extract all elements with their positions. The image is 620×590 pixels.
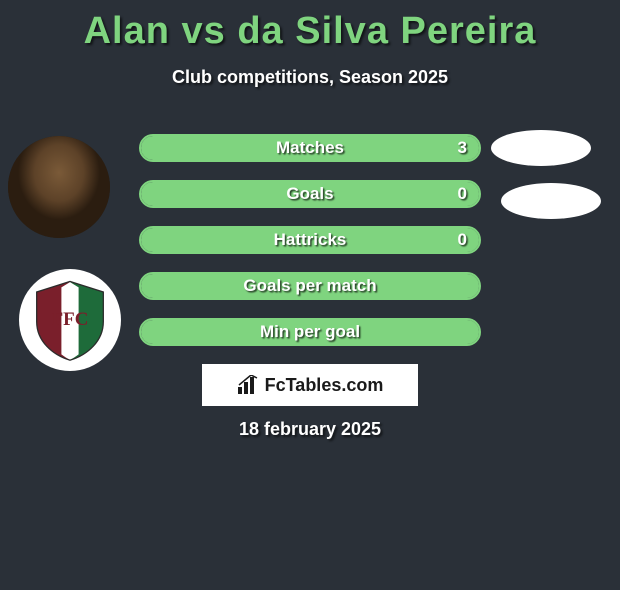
player-avatar [8, 136, 110, 238]
date-footer: 18 february 2025 [0, 419, 620, 440]
stat-value: 3 [458, 136, 467, 160]
page-title: Alan vs da Silva Pereira [0, 10, 620, 53]
stat-label: Hattricks [141, 228, 479, 252]
player-silhouette [8, 136, 110, 238]
stat-row-goals: Goals 0 [139, 180, 481, 208]
decorative-blob [491, 130, 591, 166]
decorative-blob [501, 183, 601, 219]
stat-value: 0 [458, 182, 467, 206]
stat-label: Min per goal [141, 320, 479, 344]
page-subtitle: Club competitions, Season 2025 [0, 67, 620, 88]
stat-value: 0 [458, 228, 467, 252]
bar-chart-icon [237, 375, 259, 395]
club-logo: FFC [19, 269, 121, 371]
watermark: FcTables.com [202, 364, 418, 406]
stat-label: Goals per match [141, 274, 479, 298]
stat-row-goals-per-match: Goals per match [139, 272, 481, 300]
club-monogram: FFC [52, 309, 89, 330]
stat-label: Goals [141, 182, 479, 206]
stat-row-min-per-goal: Min per goal [139, 318, 481, 346]
club-avatar: FFC [19, 269, 121, 371]
stat-row-hattricks: Hattricks 0 [139, 226, 481, 254]
stat-row-matches: Matches 3 [139, 134, 481, 162]
watermark-text: FcTables.com [265, 375, 384, 396]
stat-label: Matches [141, 136, 479, 160]
club-shield-icon: FFC [27, 277, 113, 363]
stats-panel: Matches 3 Goals 0 Hattricks 0 Goals per … [139, 134, 481, 364]
